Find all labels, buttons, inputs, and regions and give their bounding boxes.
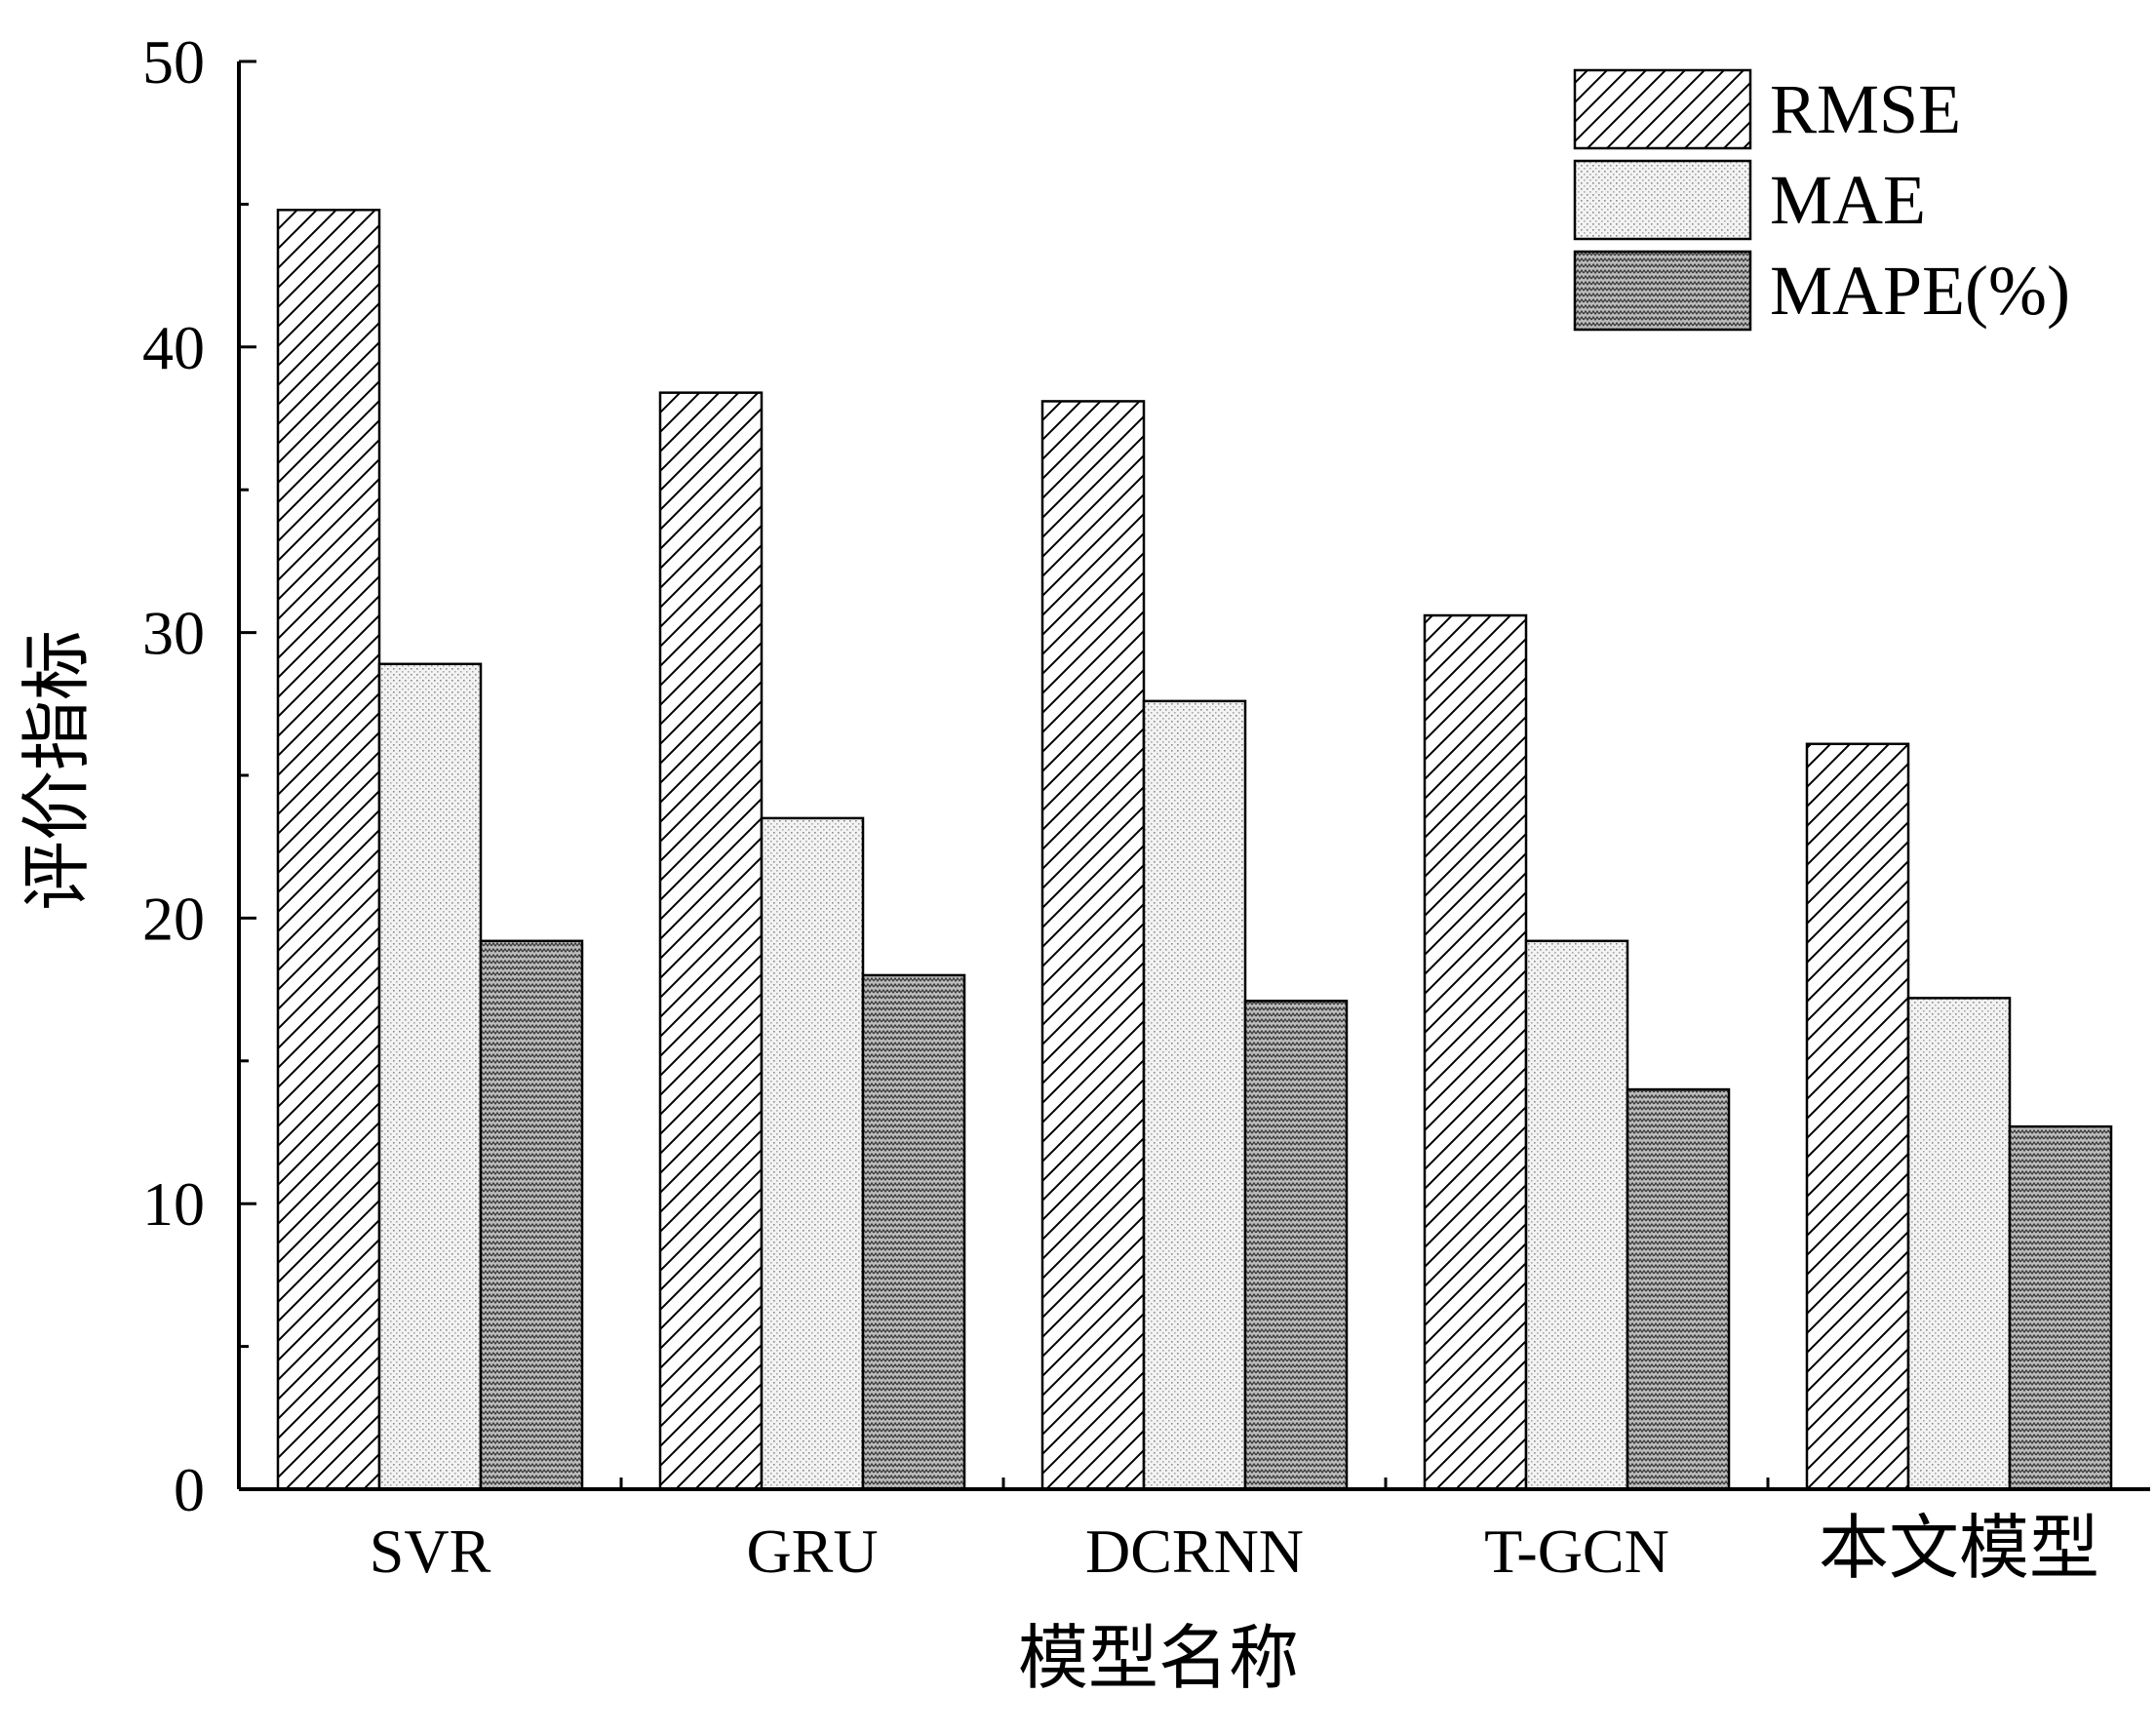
y-tick-label: 40: [142, 313, 205, 382]
x-axis: SVR GRU DCRNN T-GCN 本文模型: [239, 1478, 2150, 1589]
x-tick-label: GRU: [746, 1517, 878, 1586]
bar-mae-2: [760, 816, 865, 1491]
legend-label: RMSE: [1770, 70, 1961, 148]
bar-rmse-1: [276, 209, 381, 1491]
bar-mae-4: [1524, 939, 1629, 1491]
x-tick-label: 本文模型: [1819, 1507, 2099, 1589]
legend: RMSE MAE MAPE(%): [1573, 68, 2070, 332]
bar-mae-1: [377, 662, 483, 1491]
y-axis: 0 10 20 30 40 50: [142, 27, 256, 1524]
legend-swatch-rmse: [1573, 68, 1752, 150]
x-axis-title: 模型名称: [1018, 1617, 1299, 1699]
x-tick-label: DCRNN: [1085, 1517, 1304, 1586]
bar-mape-1: [479, 939, 584, 1491]
bar-mae-3: [1142, 699, 1247, 1491]
bar-rmse-2: [658, 391, 764, 1491]
bars-group: [276, 209, 2113, 1491]
legend-swatch-mape: [1573, 250, 1752, 332]
bar-mape-4: [1626, 1087, 1731, 1491]
y-tick-label: 50: [142, 27, 205, 97]
y-tick-label: 10: [142, 1169, 205, 1239]
y-ticks: 0 10 20 30 40 50: [142, 27, 256, 1524]
bar-rmse-5: [1805, 742, 1910, 1491]
bar-mae-5: [1906, 997, 2012, 1491]
x-tick-label: T-GCN: [1484, 1517, 1669, 1586]
legend-swatch-mae: [1573, 159, 1752, 241]
bar-rmse-4: [1423, 613, 1528, 1491]
bar-rmse-3: [1040, 400, 1146, 1491]
y-axis-title: 评价指标: [16, 630, 98, 911]
legend-label: MAE: [1770, 161, 1926, 239]
bar-mape-5: [2008, 1124, 2113, 1491]
y-tick-label: 30: [142, 599, 205, 668]
y-tick-label: 20: [142, 884, 205, 953]
x-tick-label: SVR: [370, 1517, 491, 1586]
y-tick-label: 0: [174, 1455, 205, 1524]
x-ticks: SVR GRU DCRNN T-GCN 本文模型: [370, 1478, 2099, 1589]
bar-mape-3: [1243, 1000, 1349, 1491]
bar-mape-2: [861, 973, 966, 1491]
legend-label: MAPE(%): [1770, 252, 2070, 330]
